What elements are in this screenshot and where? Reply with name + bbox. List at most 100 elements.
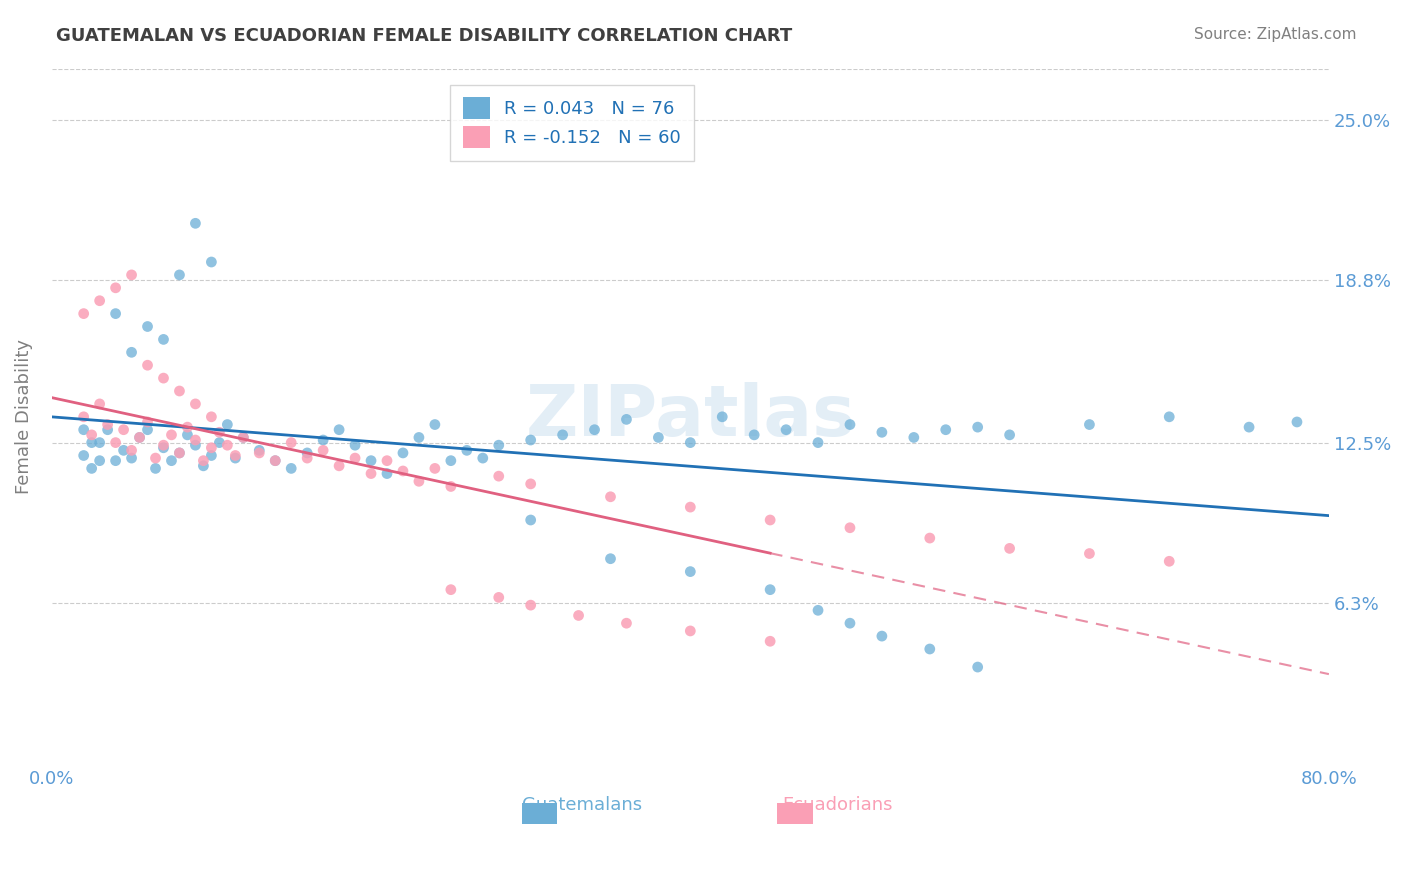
- Point: [616, 412, 638, 426]
- Point: [184, 397, 207, 411]
- Point: [344, 451, 367, 466]
- Point: [200, 441, 222, 455]
- Point: [488, 469, 510, 483]
- Point: [232, 430, 254, 444]
- Point: [375, 453, 398, 467]
- Point: [200, 449, 222, 463]
- Point: [232, 430, 254, 444]
- Point: [128, 430, 150, 444]
- Point: [295, 446, 318, 460]
- Point: [423, 417, 446, 432]
- Point: [918, 642, 941, 657]
- Legend: R = 0.043   N = 76, R = -0.152   N = 60: R = 0.043 N = 76, R = -0.152 N = 60: [450, 85, 693, 161]
- Y-axis label: Female Disability: Female Disability: [15, 339, 32, 494]
- Point: [1159, 554, 1181, 568]
- Point: [759, 634, 782, 648]
- Point: [312, 443, 335, 458]
- Point: [551, 428, 574, 442]
- Point: [264, 453, 287, 467]
- Point: [488, 591, 510, 605]
- Point: [104, 453, 127, 467]
- Point: [184, 433, 207, 447]
- Point: [136, 415, 159, 429]
- Point: [519, 513, 541, 527]
- Point: [599, 551, 621, 566]
- Point: [169, 446, 191, 460]
- Bar: [522, 804, 558, 824]
- Point: [519, 598, 541, 612]
- Point: [1285, 415, 1308, 429]
- Point: [208, 425, 231, 440]
- Point: [392, 464, 415, 478]
- Point: [193, 453, 215, 467]
- Point: [360, 467, 382, 481]
- Point: [456, 443, 478, 458]
- Point: [679, 500, 702, 515]
- Point: [839, 616, 862, 631]
- Point: [80, 435, 103, 450]
- Point: [807, 435, 830, 450]
- Point: [375, 467, 398, 481]
- Point: [152, 441, 174, 455]
- Point: [145, 461, 167, 475]
- Point: [80, 461, 103, 475]
- Point: [152, 333, 174, 347]
- Point: [169, 268, 191, 282]
- Point: [839, 417, 862, 432]
- Point: [73, 307, 96, 321]
- Point: [1237, 420, 1260, 434]
- Point: [112, 423, 135, 437]
- Text: Ecuadorians: Ecuadorians: [782, 796, 893, 814]
- Point: [104, 281, 127, 295]
- Text: GUATEMALAN VS ECUADORIAN FEMALE DISABILITY CORRELATION CHART: GUATEMALAN VS ECUADORIAN FEMALE DISABILI…: [56, 27, 793, 45]
- Point: [89, 435, 111, 450]
- Point: [392, 446, 415, 460]
- Point: [136, 319, 159, 334]
- Point: [121, 443, 143, 458]
- Point: [176, 428, 198, 442]
- Point: [280, 435, 302, 450]
- Point: [169, 446, 191, 460]
- Point: [775, 423, 797, 437]
- Point: [184, 438, 207, 452]
- Point: [104, 307, 127, 321]
- Point: [280, 461, 302, 475]
- Point: [97, 423, 120, 437]
- Point: [152, 371, 174, 385]
- Point: [247, 446, 270, 460]
- Point: [169, 384, 191, 398]
- Point: [160, 453, 183, 467]
- Point: [80, 428, 103, 442]
- Point: [616, 616, 638, 631]
- Point: [224, 449, 246, 463]
- Point: [711, 409, 734, 424]
- Point: [1159, 409, 1181, 424]
- Point: [839, 521, 862, 535]
- Point: [89, 453, 111, 467]
- Point: [73, 449, 96, 463]
- Point: [247, 443, 270, 458]
- Text: Guatemalans: Guatemalans: [522, 796, 641, 814]
- Point: [224, 451, 246, 466]
- Point: [440, 453, 463, 467]
- Point: [998, 428, 1021, 442]
- Text: Source: ZipAtlas.com: Source: ZipAtlas.com: [1194, 27, 1357, 42]
- Point: [121, 268, 143, 282]
- Point: [759, 513, 782, 527]
- Point: [679, 435, 702, 450]
- Point: [208, 435, 231, 450]
- Point: [568, 608, 591, 623]
- Point: [519, 476, 541, 491]
- Point: [200, 255, 222, 269]
- Point: [217, 438, 239, 452]
- Point: [440, 582, 463, 597]
- Point: [966, 420, 988, 434]
- Point: [647, 430, 669, 444]
- Bar: [778, 804, 813, 824]
- Point: [112, 443, 135, 458]
- Point: [73, 409, 96, 424]
- Point: [870, 629, 893, 643]
- Point: [217, 417, 239, 432]
- Point: [97, 417, 120, 432]
- Point: [679, 565, 702, 579]
